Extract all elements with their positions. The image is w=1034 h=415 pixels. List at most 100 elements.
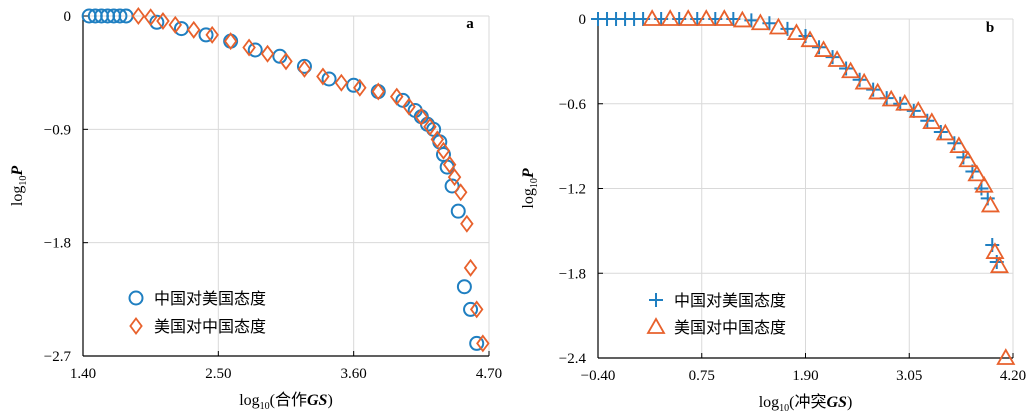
data-point-diamond xyxy=(316,67,330,86)
x-tick-label: 4.20 xyxy=(1000,368,1026,384)
series-triangle xyxy=(642,9,1016,365)
legend-label: 美国对中国态度 xyxy=(154,318,266,336)
data-point-diamond xyxy=(442,155,457,174)
data-point-diamond xyxy=(476,334,490,353)
data-point-diamond xyxy=(469,300,484,319)
data-point-triangle xyxy=(813,40,834,57)
data-point-diamond xyxy=(223,32,238,51)
data-point-diamond xyxy=(143,8,158,27)
data-point-circle xyxy=(432,134,448,150)
data-point-triangle xyxy=(908,100,928,118)
legend-label: 中国对美国态度 xyxy=(154,290,266,308)
y-tick-label: 0 xyxy=(64,9,72,25)
data-point-triangle xyxy=(881,89,901,107)
x-tick-label: 1.40 xyxy=(70,366,96,382)
data-point-circle xyxy=(149,14,165,30)
data-point-triangle xyxy=(750,13,770,31)
legend-label: 中国对美国态度 xyxy=(674,292,786,310)
x-axis-label: log10(冲突GS) xyxy=(759,393,853,414)
chart-panel-b: −0.40 0.75 1.90 3.05 4.20 0 −0.6 −1.2 −1.8 −2.4 b l… xyxy=(520,9,1026,414)
data-point-triangle xyxy=(732,10,752,28)
data-point-diamond xyxy=(334,73,349,92)
series-diamond xyxy=(131,7,490,353)
data-point-diamond xyxy=(460,214,474,233)
chart-panel-a: 1.40 2.50 3.60 4.70 0 −0.9 −1.8 −2.7 a log10(合作GS… xyxy=(9,7,502,412)
data-point-triangle xyxy=(958,150,978,168)
data-point-triangle xyxy=(967,164,987,182)
data-point-triangle xyxy=(985,242,1005,259)
y-tick-label: −0.6 xyxy=(559,97,587,113)
data-point-circle xyxy=(321,71,337,87)
data-point-diamond xyxy=(447,168,462,187)
data-point-triangle xyxy=(989,256,1010,274)
data-point-diamond xyxy=(402,97,416,116)
data-point-triangle xyxy=(768,17,788,35)
data-point-plus xyxy=(947,136,962,151)
data-point-circle xyxy=(463,301,479,317)
data-point-diamond xyxy=(453,183,468,202)
data-point-circle xyxy=(198,27,214,43)
data-point-circle xyxy=(456,279,472,295)
data-point-triangle xyxy=(974,175,994,193)
data-point-triangle xyxy=(696,9,716,26)
data-point-diamond xyxy=(297,59,312,78)
data-point-triangle xyxy=(714,9,734,26)
data-point-circle xyxy=(296,58,312,74)
data-point-triangle xyxy=(949,136,969,154)
x-tick-label: 1.90 xyxy=(792,368,818,384)
data-point-diamond xyxy=(260,44,275,63)
legend-marker-circle xyxy=(128,290,144,306)
data-point-circle xyxy=(247,42,263,58)
data-point-triangle xyxy=(642,9,662,26)
data-point-diamond xyxy=(156,12,170,31)
y-tick-label: −2.4 xyxy=(559,351,587,367)
data-point-diamond xyxy=(353,78,367,97)
y-axis-label: log10P xyxy=(9,166,29,206)
x-tick-label: 2.50 xyxy=(205,366,231,382)
data-point-diamond xyxy=(205,25,219,44)
data-point-diamond xyxy=(414,107,429,126)
data-point-circle xyxy=(346,77,362,93)
series-plus xyxy=(591,12,1004,269)
data-point-plus xyxy=(866,82,881,97)
x-tick-label: 0.75 xyxy=(689,368,715,384)
data-point-diamond xyxy=(423,117,437,136)
data-point-triangle xyxy=(841,61,861,79)
data-point-diamond xyxy=(186,20,201,39)
x-axis-label: log10(合作GS) xyxy=(239,391,333,412)
legend-marker-plus xyxy=(649,293,663,307)
data-point-triangle xyxy=(868,82,888,100)
panel-label: a xyxy=(466,16,474,32)
legend-marker-triangle xyxy=(646,317,666,334)
data-point-diamond xyxy=(371,82,386,101)
data-point-diamond xyxy=(131,7,146,25)
y-tick-label: −1.8 xyxy=(559,266,586,282)
data-point-plus xyxy=(825,50,840,65)
data-point-diamond xyxy=(436,141,451,160)
y-tick-label: −1.8 xyxy=(44,236,71,252)
data-point-plus xyxy=(852,72,867,87)
data-point-triangle xyxy=(678,9,698,26)
data-point-triangle xyxy=(786,23,807,41)
x-tick-label: 3.05 xyxy=(896,368,922,384)
data-point-diamond xyxy=(430,130,445,149)
data-point-triangle xyxy=(895,93,915,111)
data-point-diamond xyxy=(389,87,404,106)
y-tick-label: −0.9 xyxy=(44,122,71,138)
y-tick-label: −2.7 xyxy=(44,349,72,365)
data-point-triangle xyxy=(660,9,680,26)
data-point-circle xyxy=(444,178,460,194)
data-point-triangle xyxy=(980,195,1000,213)
x-tick-label: −0.40 xyxy=(581,368,616,384)
data-point-diamond xyxy=(279,52,293,71)
legend-marker-diamond xyxy=(129,317,143,335)
x-tick-label: 3.60 xyxy=(341,366,367,382)
y-tick-label: −1.2 xyxy=(559,182,586,198)
data-point-triangle xyxy=(996,348,1016,365)
data-point-triangle xyxy=(922,112,942,130)
data-point-circle xyxy=(112,8,128,24)
data-point-circle xyxy=(469,335,485,351)
